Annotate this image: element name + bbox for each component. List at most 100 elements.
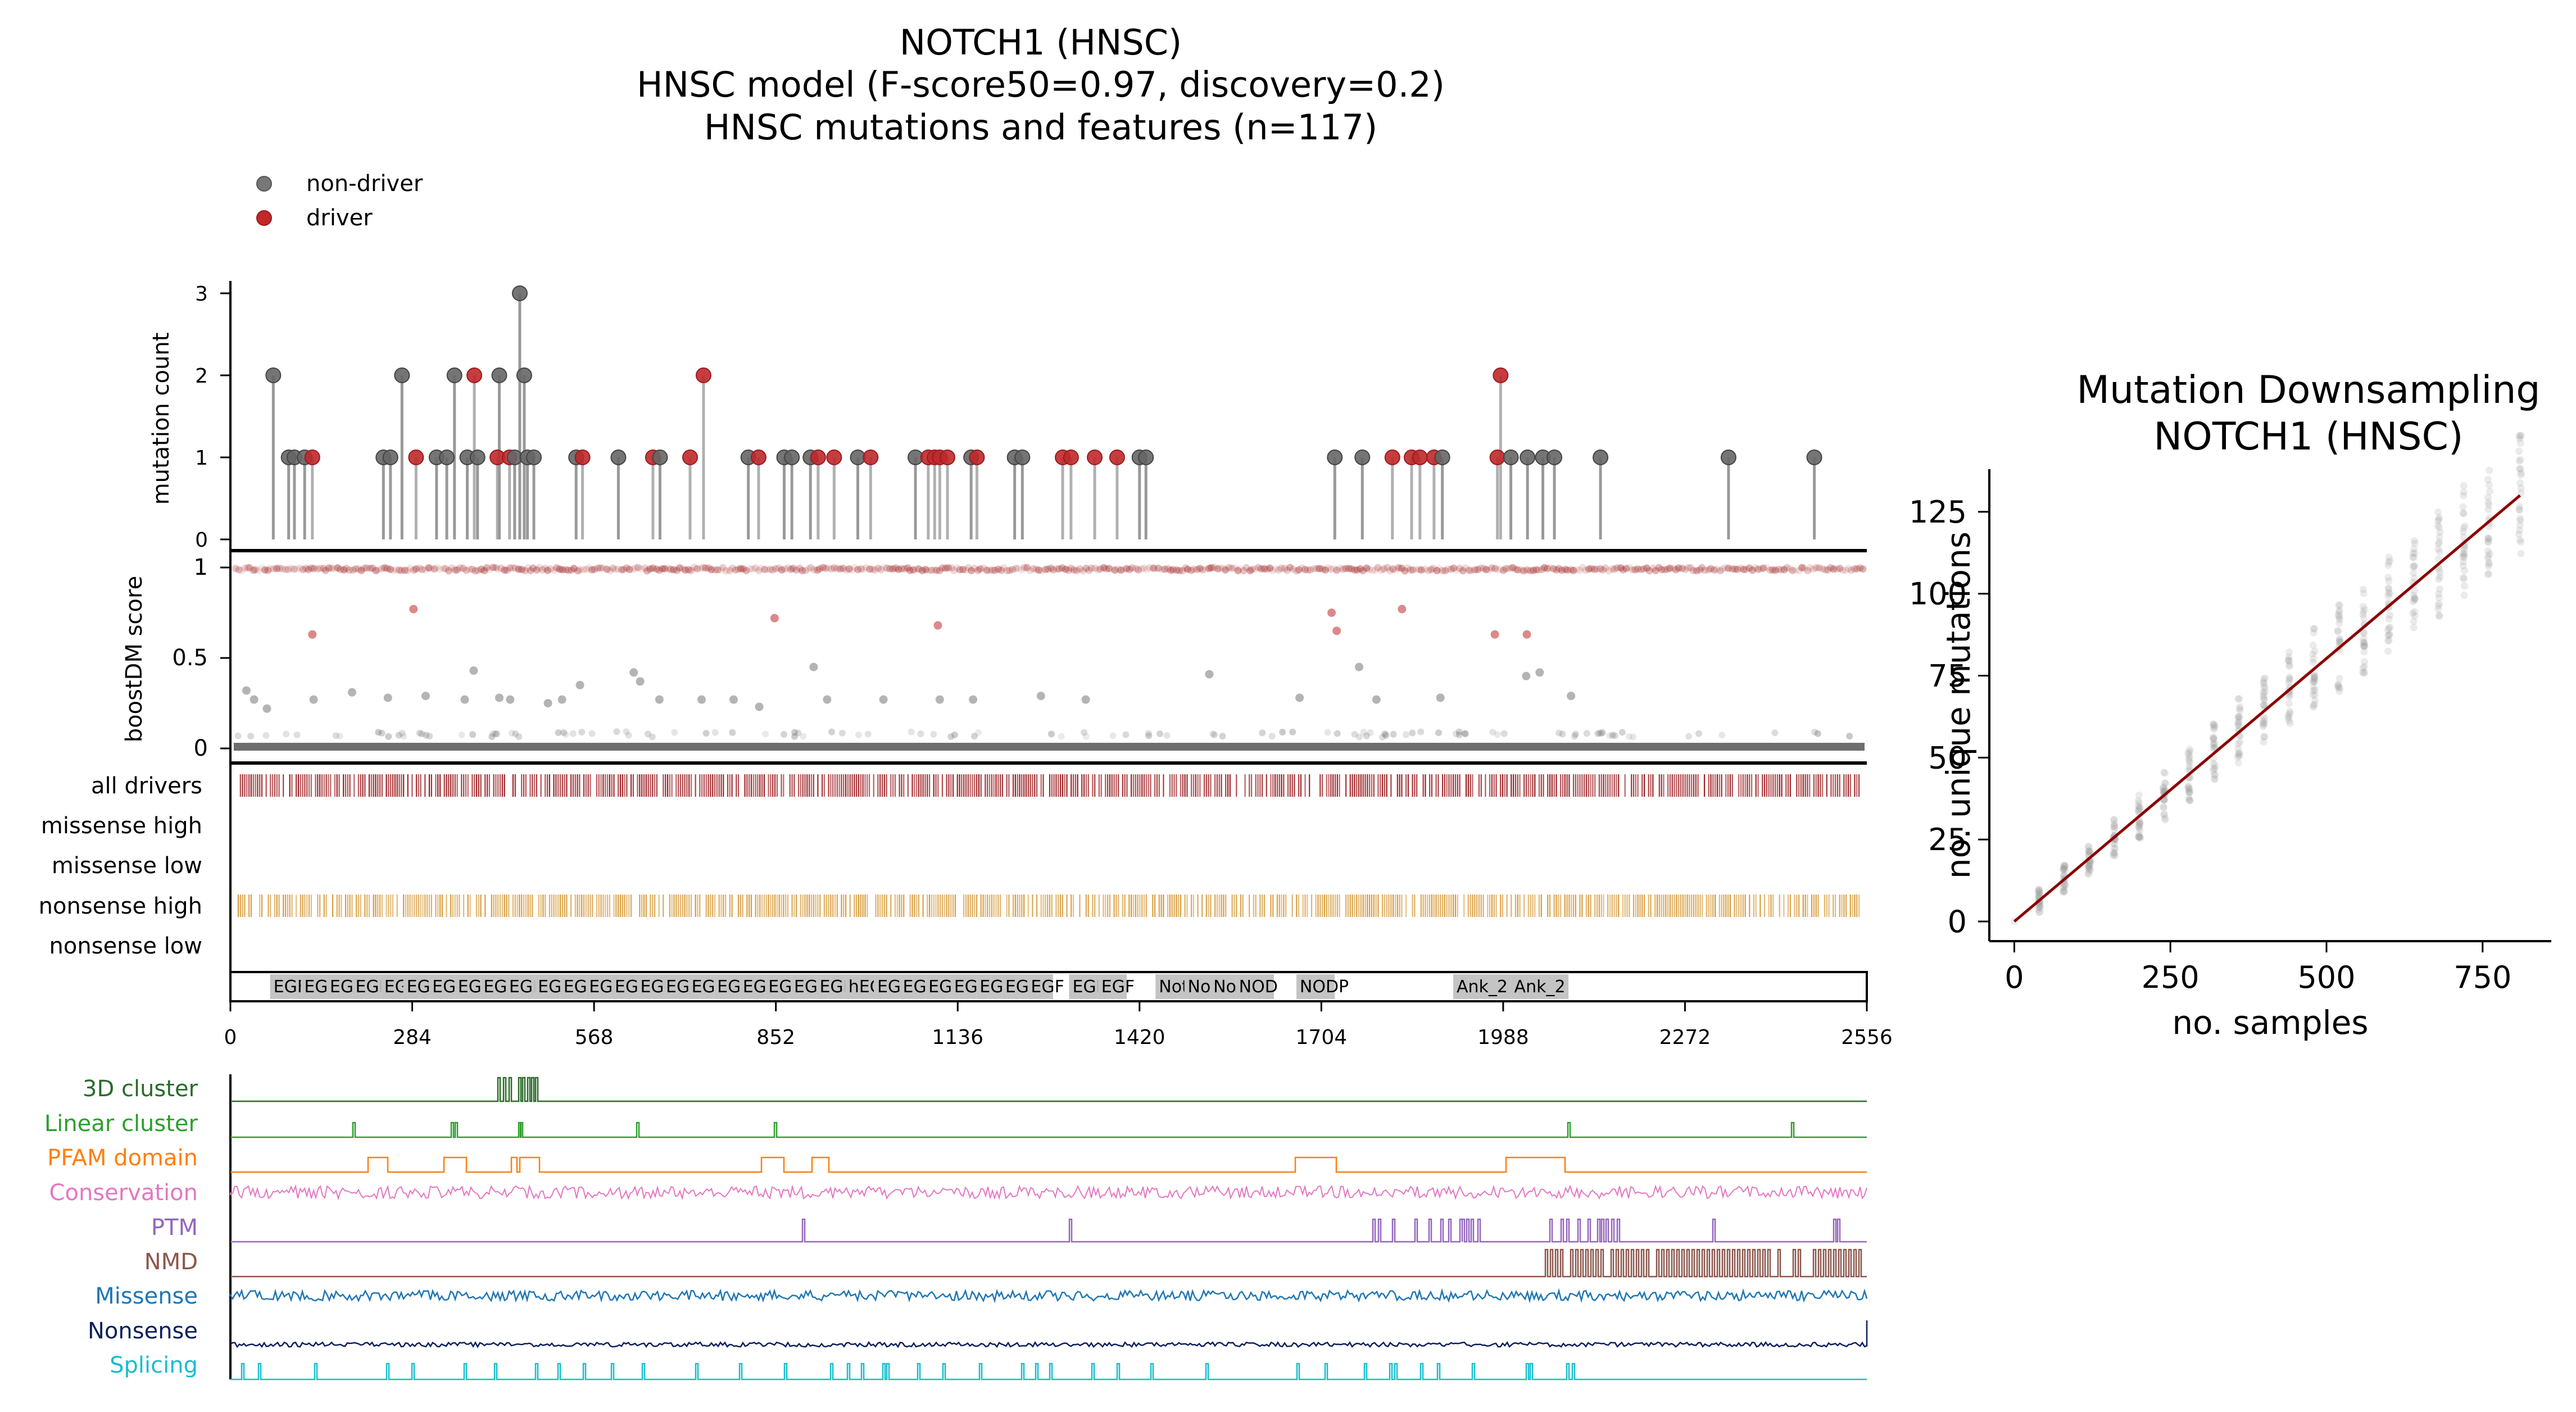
boostdm-point-high (1049, 566, 1057, 574)
boostdm-point-low (1629, 733, 1636, 741)
boostdm-point-high (931, 566, 938, 574)
boostdm-point-high (1398, 564, 1405, 572)
downsampling-point (2460, 575, 2468, 583)
downsampling-point (2161, 816, 2169, 824)
downsampling-point (2359, 664, 2367, 671)
downsampling-point (2360, 642, 2368, 650)
domain-box (480, 974, 506, 999)
lollipop-head-driver (1109, 450, 1125, 465)
boostdm-point-low (1597, 730, 1604, 737)
feature-line-linear-cluster (230, 1122, 1867, 1138)
boostdm-point-low (729, 729, 736, 736)
boostdm-point-low (492, 730, 499, 737)
boostdm-ylabel: boostDM score (121, 576, 147, 742)
boostdm-point-low (1379, 733, 1386, 741)
downsampling-point (2434, 602, 2442, 610)
boostdm-point-high (1611, 565, 1618, 573)
downsampling-point (2411, 608, 2419, 616)
boostdm-point-low (385, 733, 392, 740)
boostdm-point-high (1336, 564, 1344, 572)
domain-box (505, 974, 535, 999)
downsampling-point (2516, 479, 2524, 487)
boostdm-point-high (1433, 566, 1441, 574)
downsampling-point (2060, 862, 2068, 870)
downsampling-point (2516, 439, 2524, 447)
lollipop-head-driver (1063, 450, 1079, 465)
downsampling-point (2209, 733, 2217, 741)
downsampling-point (2285, 653, 2293, 661)
boostdm-point-high (1597, 565, 1604, 573)
boostdm-point-nondriver (1436, 693, 1445, 702)
boostdm-point-high (1786, 565, 1794, 573)
domain-xtick-label: 568 (575, 1026, 614, 1049)
boostdm-point-high (1169, 566, 1177, 574)
lollipop-head-nondriver (394, 367, 410, 383)
boostdm-point-high (270, 565, 278, 573)
downsampling-xtick-label: 0 (2004, 960, 2024, 995)
boostdm-point-high (641, 564, 649, 572)
downsampling-point (2260, 701, 2267, 709)
boostdm-point-high (1404, 564, 1412, 572)
boostdm-point-high (1780, 566, 1788, 574)
downsampling-point (2335, 675, 2343, 683)
boostdm-point-high (1353, 566, 1361, 574)
downsampling-point (2360, 658, 2368, 666)
boostdm-point-low (930, 730, 937, 738)
boostdm-point-high (1289, 565, 1297, 573)
boostdm-point-high (1684, 564, 1692, 571)
downsampling-point (2460, 492, 2468, 500)
boostdm-point-low (800, 733, 807, 740)
boostdm-point-high (947, 564, 955, 572)
downsampling-point (2460, 591, 2468, 599)
boostdm-point-high (1721, 564, 1729, 572)
domain-xtick-label: 1988 (1477, 1026, 1529, 1049)
downsampling-point (2211, 771, 2219, 779)
boostdm-point-high (1196, 565, 1204, 573)
downsampling-fit-line (2013, 494, 2521, 923)
track-label-nonsense-high: nonsense high (39, 893, 202, 919)
boostdm-point-high (1324, 564, 1332, 572)
boostdm-point-high (851, 564, 859, 571)
boostdm-point-high (349, 566, 357, 574)
downsampling-point (2484, 571, 2492, 579)
boostdm-point-high (906, 566, 914, 574)
boostdm-point-high (1301, 566, 1309, 574)
boostdm-point-high (924, 567, 932, 575)
downsampling-point (2459, 509, 2467, 517)
boostdm-point-high (1693, 567, 1700, 575)
downsampling-point (2210, 735, 2218, 743)
boostdm-point-high (1018, 566, 1026, 574)
downsampling-point (2409, 550, 2417, 557)
boostdm-point-nondriver (629, 668, 638, 677)
downsampling-point (2285, 679, 2293, 687)
boostdm-point-high (1164, 565, 1172, 573)
boostdm-point-high (874, 564, 882, 572)
boostdm-point-low (791, 733, 798, 740)
downsampling-point (2460, 533, 2468, 541)
downsampling-point (2436, 538, 2443, 546)
boostdm-point-high (1626, 564, 1634, 571)
downsampling-point (2260, 691, 2268, 698)
downsampling-xtick-label: 250 (2142, 960, 2199, 995)
boostdm-point-high (1079, 567, 1087, 575)
boostdm-point-high (1298, 564, 1306, 572)
boostdm-point-driver (770, 614, 779, 623)
boostdm-point-high (1242, 564, 1250, 571)
boostdm-point-high (1070, 566, 1078, 574)
boostdm-point-high (1608, 565, 1616, 573)
downsampling-point (2484, 506, 2492, 514)
boostdm-point-high (629, 565, 637, 573)
downsampling-point (2160, 783, 2167, 791)
downsampling-point (2084, 870, 2092, 878)
boostdm-point-high (986, 566, 994, 574)
boostdm-point-low (1461, 730, 1468, 737)
downsampling-point (2134, 833, 2142, 841)
boostdm-point-high (1701, 566, 1709, 574)
boostdm-point-high (643, 567, 651, 575)
downsampling-point (2460, 582, 2468, 590)
boostdm-point-high (1567, 566, 1575, 574)
downsampling-point (2359, 610, 2367, 618)
boostdm-point-low (395, 732, 402, 739)
domain-label: Ank_2 (1457, 977, 1508, 997)
downsampling-point (2309, 691, 2317, 699)
